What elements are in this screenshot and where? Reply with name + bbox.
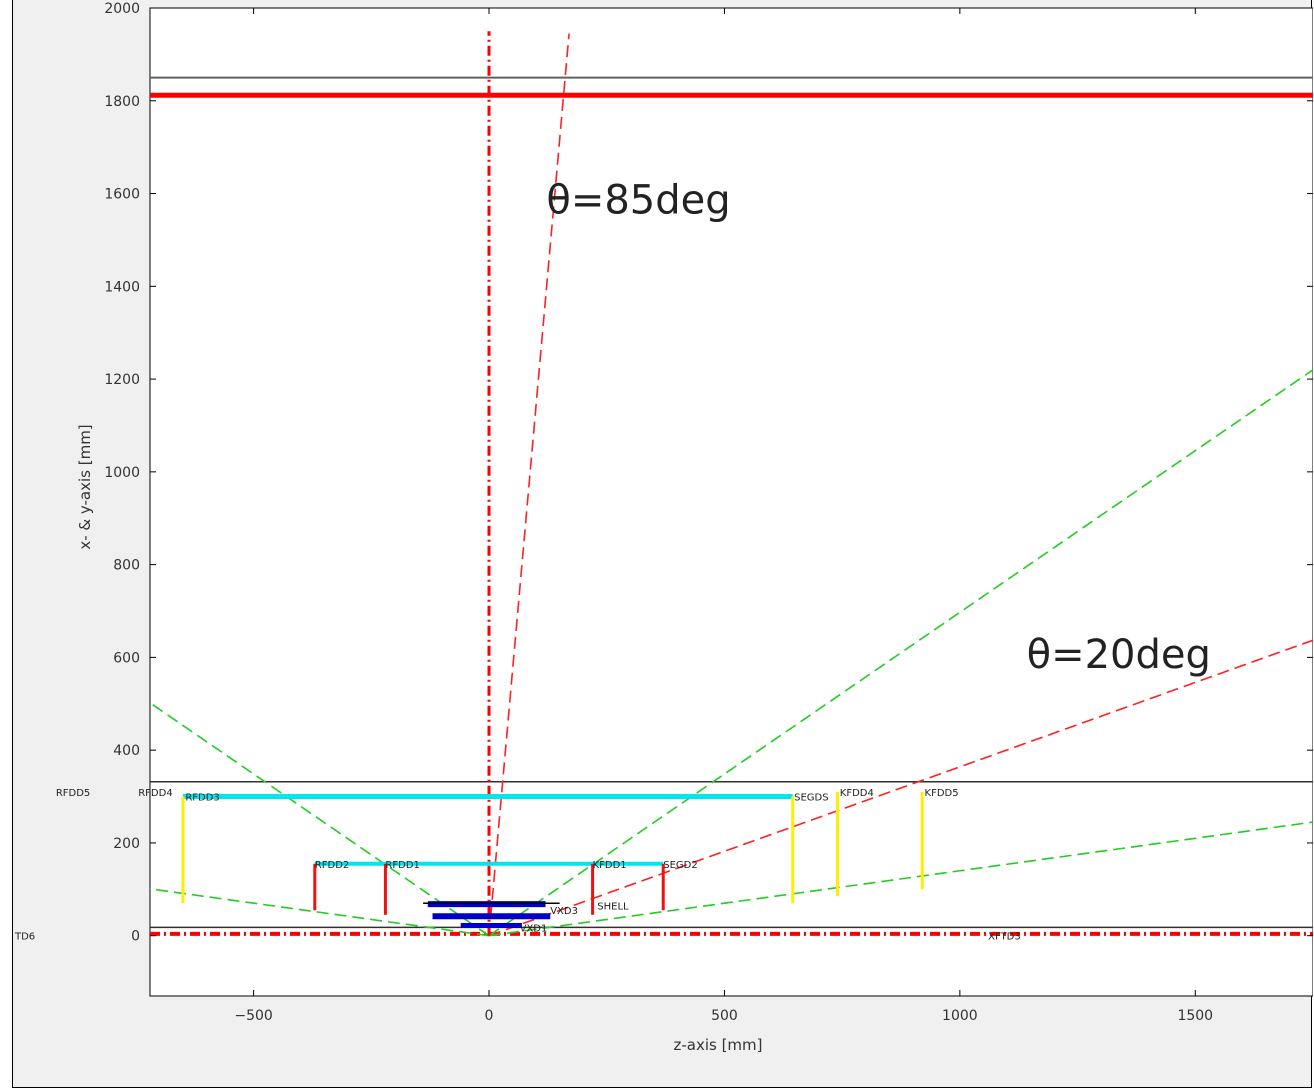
detector-label-1: RFDD4: [138, 788, 172, 799]
annotation-0: θ=85deg: [546, 178, 730, 224]
detector-label-12: XFTD3: [988, 932, 1021, 943]
detector-label-2: RFDD3: [185, 793, 219, 804]
detector-labels: RFDD5 RFDD4 RFDD3 RFDD2 RFDD1 KFDD1 SEGD2 SEGDS…: [14, 788, 1021, 943]
y-tick-label-0: 0: [131, 929, 140, 945]
x-tick-label-3: 1000: [942, 1008, 978, 1024]
cone-line-3: [150, 702, 490, 937]
detector-label-4: RFDD1: [385, 860, 419, 871]
axes: −500 0 500 1000 1500 0 200 400 600 800 1000 1200 140…: [104, 1, 1313, 1024]
detector-geometry: [150, 31, 1313, 937]
detector-label-5: KFDD1: [593, 860, 627, 871]
y-tick-label-9: 1800: [104, 94, 140, 110]
detector-label-11: TD6: [14, 932, 35, 943]
detector-label-14: VXD1: [520, 923, 548, 934]
y-tick-label-7: 1400: [104, 279, 140, 295]
cone-line-1: [488, 639, 1313, 937]
annotations: θ=85deg θ=20deg: [546, 178, 1211, 679]
detector-label-7: SEGDS: [794, 793, 828, 804]
y-tick-label-2: 400: [113, 743, 140, 759]
detector-label-9: KFDD5: [925, 788, 959, 799]
cone-line-0: [488, 33, 570, 936]
x-tick-label-4: 1500: [1177, 1008, 1213, 1024]
y-tick-label-6: 1200: [104, 372, 140, 388]
cone-line-4: [488, 821, 1313, 937]
y-tick-label-8: 1600: [104, 187, 140, 203]
y-tick-label-5: 1000: [104, 465, 140, 481]
chart-canvas: RFDD5 RFDD4 RFDD3 RFDD2 RFDD1 KFDD1 SEGD2 SEGDS…: [14, 1, 1313, 1054]
detector-label-8: KFDD4: [840, 788, 874, 799]
detector-label-13: VXD3: [550, 906, 578, 917]
detector-label-0: RFDD5: [56, 788, 90, 799]
x-tick-label-1: 0: [485, 1008, 494, 1024]
cone-line-5: [150, 888, 490, 937]
x-tick-label-0: −500: [234, 1008, 272, 1024]
x-tick-label-2: 500: [711, 1008, 738, 1024]
detector-label-10: SHELL: [597, 902, 629, 913]
y-tick-label-3: 600: [113, 650, 140, 666]
detector-label-6: SEGD2: [663, 860, 697, 871]
y-axis-label: x- & y-axis [mm]: [76, 424, 94, 549]
detector-label-3: RFDD2: [315, 860, 349, 871]
y-tick-label-1: 200: [113, 836, 140, 852]
y-tick-label-10: 2000: [104, 1, 140, 17]
x-axis-label: z-axis [mm]: [673, 1036, 762, 1054]
cone-line-2: [488, 369, 1313, 937]
y-tick-label-4: 800: [113, 558, 140, 574]
annotation-1: θ=20deg: [1027, 632, 1211, 678]
plot-area: [149, 7, 1313, 997]
chart-window: RFDD5 RFDD4 RFDD3 RFDD2 RFDD1 KFDD1 SEGD2 SEGDS…: [12, 0, 1313, 1088]
